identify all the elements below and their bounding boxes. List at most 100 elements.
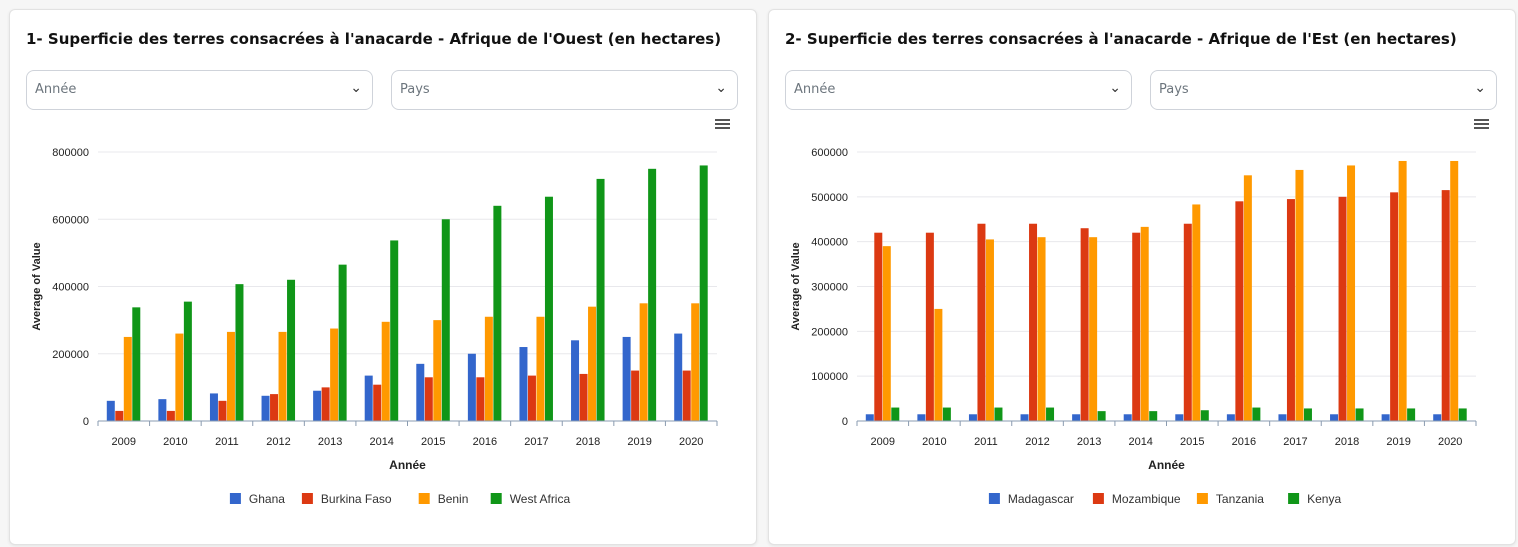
bar-madagascar[interactable] — [1381, 414, 1390, 421]
bar-ghana[interactable] — [674, 333, 683, 421]
bar-ghana[interactable] — [571, 340, 580, 421]
bar-west-africa[interactable] — [596, 178, 605, 421]
bar-mozambique[interactable] — [1441, 190, 1450, 421]
bar-tanzania[interactable] — [1243, 175, 1252, 421]
bar-west-africa[interactable] — [441, 219, 450, 421]
bar-mozambique[interactable] — [1029, 223, 1038, 421]
bar-ghana[interactable] — [519, 347, 528, 421]
bar-benin[interactable] — [381, 321, 390, 421]
bar-ghana[interactable] — [467, 353, 476, 421]
bar-ghana[interactable] — [622, 336, 631, 421]
bar-mozambique[interactable] — [1183, 223, 1192, 421]
bar-mozambique[interactable] — [1286, 199, 1295, 421]
bar-benin[interactable] — [175, 333, 184, 421]
bar-tanzania[interactable] — [985, 239, 994, 421]
bar-madagascar[interactable] — [1226, 414, 1235, 421]
bar-burkina-faso[interactable] — [166, 410, 175, 421]
bar-kenya[interactable] — [891, 407, 900, 421]
bar-kenya[interactable] — [1046, 407, 1055, 421]
bar-west-africa[interactable] — [132, 307, 141, 421]
bar-west-africa[interactable] — [544, 196, 553, 421]
legend-swatch[interactable] — [1196, 493, 1208, 504]
bar-tanzania[interactable] — [1295, 169, 1304, 421]
bar-benin[interactable] — [123, 336, 132, 421]
legend-swatch[interactable] — [1092, 493, 1104, 504]
legend-swatch[interactable] — [490, 493, 502, 504]
bar-west-africa[interactable] — [287, 279, 296, 421]
bar-mozambique[interactable] — [874, 232, 883, 421]
bar-madagascar[interactable] — [968, 414, 977, 421]
bar-madagascar[interactable] — [1020, 414, 1029, 421]
bar-kenya[interactable] — [1149, 411, 1158, 421]
bar-burkina-faso[interactable] — [682, 370, 691, 421]
bar-ghana[interactable] — [313, 390, 322, 421]
bar-benin[interactable] — [226, 331, 235, 421]
bar-benin[interactable] — [278, 331, 287, 421]
legend-swatch[interactable] — [301, 493, 313, 504]
bar-west-africa[interactable] — [699, 165, 708, 421]
legend-label[interactable]: Tanzania — [1216, 492, 1264, 506]
bar-tanzania[interactable] — [1192, 204, 1201, 421]
hamburger-menu-icon[interactable] — [715, 123, 730, 125]
country-select[interactable]: Pays ⌄ — [1150, 70, 1497, 110]
bar-tanzania[interactable] — [1140, 226, 1149, 421]
bar-benin[interactable] — [536, 316, 545, 421]
bar-tanzania[interactable] — [1037, 237, 1046, 421]
bar-burkina-faso[interactable] — [373, 384, 382, 421]
bar-ghana[interactable] — [158, 399, 167, 421]
bar-mozambique[interactable] — [1080, 228, 1089, 421]
bar-benin[interactable] — [588, 306, 597, 421]
bar-kenya[interactable] — [1303, 408, 1312, 421]
bar-ghana[interactable] — [209, 393, 218, 421]
legend-label[interactable]: Burkina Faso — [321, 492, 392, 506]
bar-west-africa[interactable] — [338, 264, 347, 421]
bar-tanzania[interactable] — [934, 308, 943, 421]
bar-burkina-faso[interactable] — [424, 377, 433, 421]
bar-madagascar[interactable] — [865, 414, 874, 421]
legend-label[interactable]: West Africa — [510, 492, 571, 506]
bar-kenya[interactable] — [1200, 410, 1209, 421]
country-select[interactable]: Pays ⌄ — [391, 70, 738, 110]
legend-label[interactable]: Mozambique — [1112, 492, 1181, 506]
legend-swatch[interactable] — [418, 493, 430, 504]
legend-label[interactable]: Ghana — [249, 492, 285, 506]
hamburger-menu-icon[interactable] — [1474, 119, 1489, 121]
legend-label[interactable]: Kenya — [1307, 492, 1341, 506]
bar-kenya[interactable] — [1355, 408, 1364, 421]
bar-burkina-faso[interactable] — [527, 375, 536, 421]
hamburger-menu-icon[interactable] — [1474, 123, 1489, 125]
hamburger-menu-icon[interactable] — [715, 119, 730, 121]
legend-swatch[interactable] — [1288, 493, 1300, 504]
bar-benin[interactable] — [484, 316, 493, 421]
bar-kenya[interactable] — [994, 407, 1003, 421]
bar-madagascar[interactable] — [1072, 414, 1081, 421]
bar-tanzania[interactable] — [882, 246, 891, 421]
bar-burkina-faso[interactable] — [218, 400, 227, 421]
bar-mozambique[interactable] — [977, 223, 986, 421]
bar-kenya[interactable] — [942, 407, 951, 421]
bar-benin[interactable] — [433, 320, 442, 421]
bar-mozambique[interactable] — [1132, 232, 1141, 421]
bar-mozambique[interactable] — [1235, 201, 1244, 421]
bar-burkina-faso[interactable] — [631, 370, 640, 421]
bar-kenya[interactable] — [1097, 411, 1106, 421]
bar-west-africa[interactable] — [390, 240, 399, 421]
bar-benin[interactable] — [330, 328, 339, 421]
year-select[interactable]: Année ⌄ — [26, 70, 373, 110]
legend-label[interactable]: Benin — [438, 492, 469, 506]
bar-ghana[interactable] — [261, 395, 270, 421]
bar-tanzania[interactable] — [1450, 160, 1459, 421]
bar-tanzania[interactable] — [1089, 237, 1098, 421]
legend-swatch[interactable] — [229, 493, 241, 504]
bar-benin[interactable] — [691, 303, 700, 421]
bar-madagascar[interactable] — [1433, 414, 1442, 421]
bar-burkina-faso[interactable] — [579, 373, 588, 421]
bar-kenya[interactable] — [1407, 408, 1416, 421]
legend-label[interactable]: Madagascar — [1008, 492, 1074, 506]
bar-madagascar[interactable] — [1175, 414, 1184, 421]
bar-ghana[interactable] — [106, 400, 115, 421]
bar-madagascar[interactable] — [1278, 414, 1287, 421]
bar-ghana[interactable] — [416, 363, 425, 421]
bar-mozambique[interactable] — [1338, 196, 1347, 421]
bar-burkina-faso[interactable] — [115, 410, 124, 421]
